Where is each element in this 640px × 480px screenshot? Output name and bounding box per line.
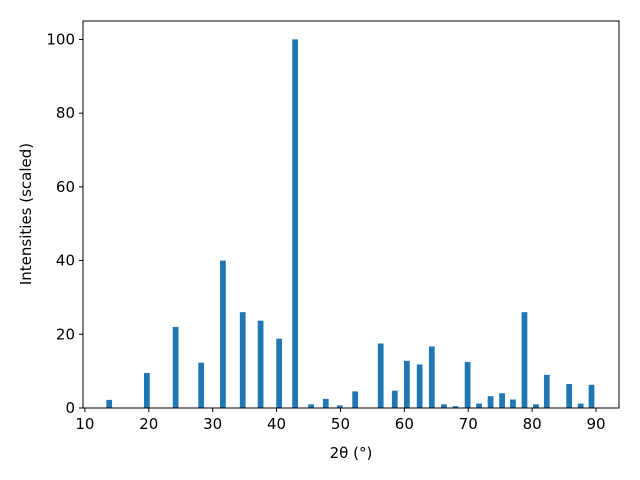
bar	[308, 404, 314, 408]
x-axis-label: 2θ (°)	[330, 444, 373, 462]
x-tick-label: 80	[523, 415, 542, 433]
bar	[452, 406, 459, 408]
bar	[487, 396, 494, 408]
bar	[441, 404, 447, 408]
bar	[510, 399, 516, 408]
bar	[521, 312, 528, 408]
x-tick-label: 50	[331, 415, 350, 433]
x-tick-label: 90	[586, 415, 605, 433]
y-tick-label: 20	[56, 325, 75, 343]
bar	[566, 384, 573, 408]
bar	[106, 399, 113, 408]
x-tick-label: 40	[267, 415, 286, 433]
bar	[292, 39, 298, 409]
bar	[476, 403, 482, 408]
y-tick-label: 100	[46, 30, 75, 48]
y-tick-label: 40	[56, 252, 75, 270]
y-tick-label: 60	[56, 178, 75, 196]
x-tick-label: 10	[75, 415, 94, 433]
bar	[416, 364, 423, 408]
x-tick-label: 20	[139, 415, 158, 433]
bar	[144, 372, 150, 408]
bar	[543, 374, 550, 408]
bar	[577, 403, 584, 408]
x-tick-label: 60	[395, 415, 414, 433]
bar	[220, 260, 226, 408]
bar	[352, 391, 359, 408]
bar	[172, 326, 179, 408]
bar	[588, 384, 595, 408]
bar	[391, 390, 398, 408]
y-tick-label: 80	[56, 104, 75, 122]
bar	[404, 360, 410, 408]
bar	[464, 361, 471, 408]
bar	[336, 405, 343, 408]
y-axis-label: Intensities (scaled)	[17, 143, 35, 285]
bar	[276, 338, 283, 408]
bar	[322, 398, 329, 408]
bar	[428, 346, 435, 408]
bar	[257, 320, 264, 408]
plot-frame	[82, 20, 620, 409]
bar	[377, 343, 384, 408]
bar	[533, 404, 539, 408]
bar	[499, 393, 505, 408]
bar	[198, 362, 205, 408]
x-tick-label: 70	[459, 415, 478, 433]
y-tick-label: 0	[65, 399, 75, 417]
bar	[239, 312, 246, 408]
x-tick-label: 30	[203, 415, 222, 433]
